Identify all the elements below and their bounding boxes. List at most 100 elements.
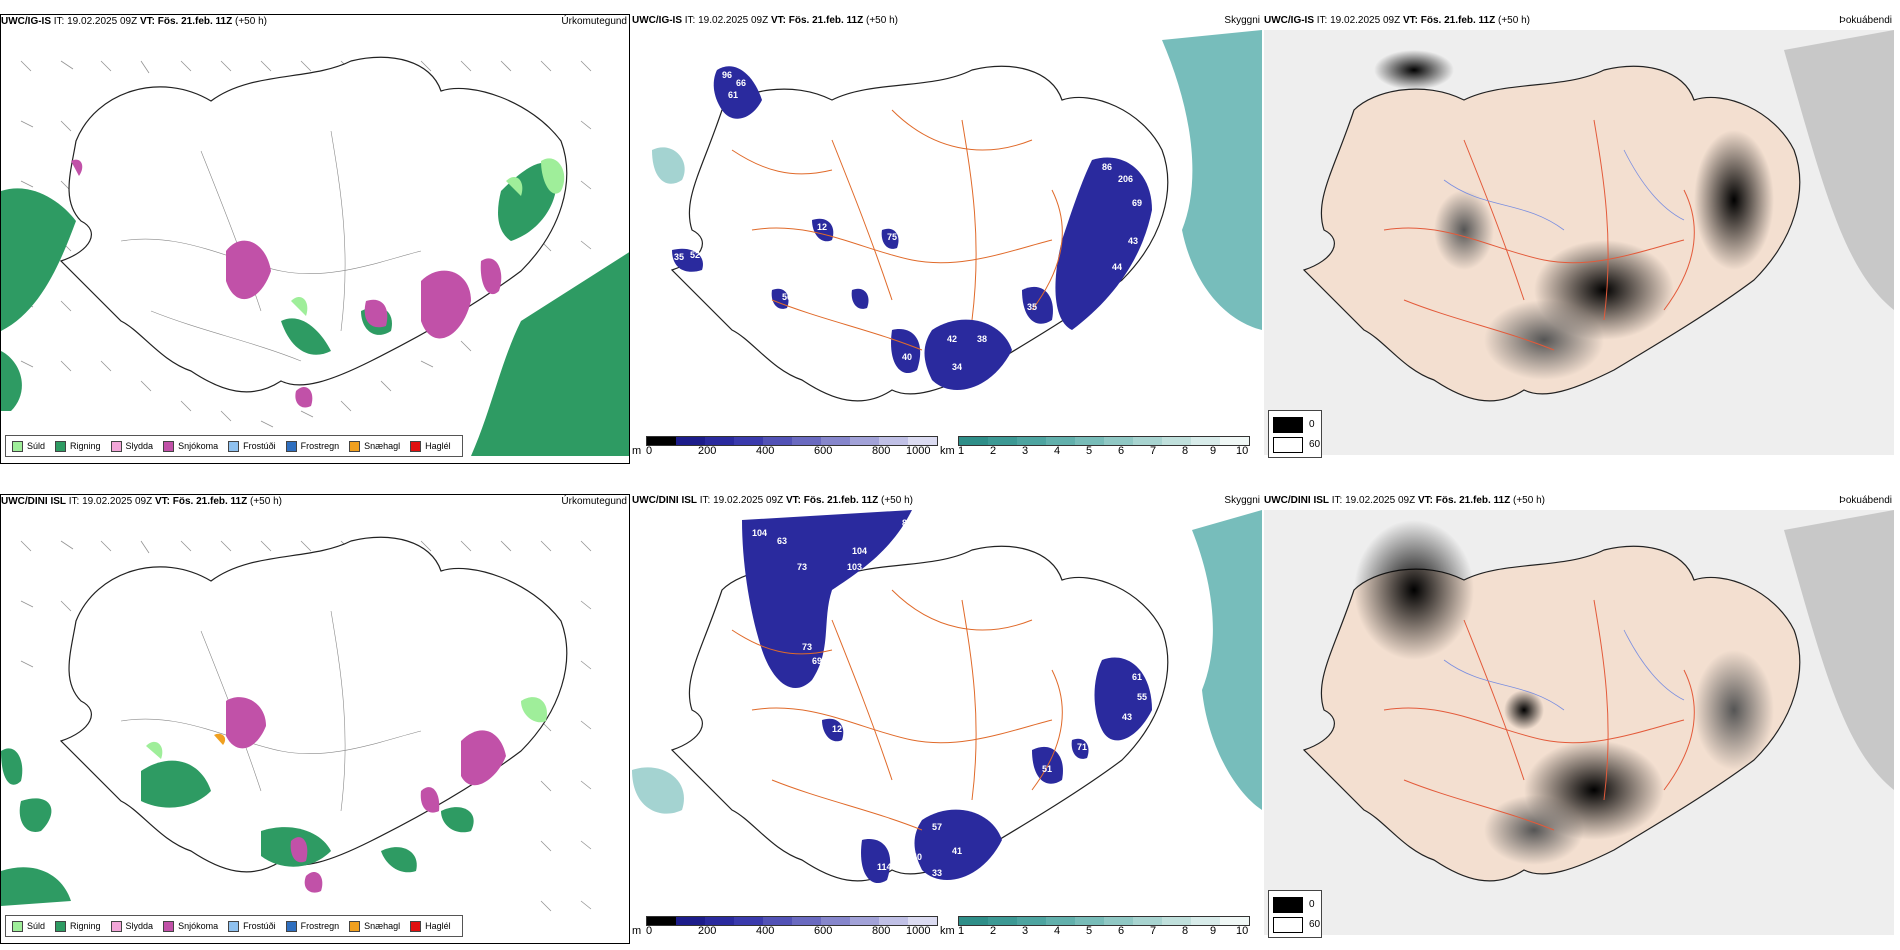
svg-text:56: 56 [782,292,792,302]
svg-text:71: 71 [1077,742,1087,752]
precip-legend: Súld Rigning Slydda Snjókoma Frostúði Fr… [5,915,463,937]
lead-time: (+50 h) [1498,15,1530,26]
svg-text:38: 38 [977,334,987,344]
legend-item: Haglél [410,920,451,932]
valid-time: Fös. 21.feb. 11Z [157,16,233,27]
precip-map [1,536,592,912]
svg-text:57: 57 [932,822,942,832]
fog-legend: 0 60 [1268,410,1322,458]
parameter-name: Þokuábendi [1839,15,1892,26]
visibility-colorbar: km 1 2 3 4 5 6 7 8 9 10 [940,916,1260,940]
legend-item: Rigning [55,440,101,452]
legend-item: Haglél [410,440,451,452]
valid-time-label: VT: [785,495,801,506]
svg-text:12: 12 [817,222,827,232]
fog-panel-bottom: UWC/DINI ISL IT: 19.02.2025 09Z VT: Fös.… [1264,494,1894,944]
lead-time: (+50 h) [250,496,282,507]
valid-time-label: VT: [154,496,170,507]
cloud-unit: m [632,925,642,937]
valid-time: Fös. 21.feb. 11Z [803,495,879,506]
svg-text:55: 55 [1137,692,1147,702]
init-time: IT: 19.02.2025 09Z [699,495,784,506]
init-time: IT: 19.02.2025 09Z [53,16,138,27]
panel-header: UWC/DINI ISL IT: 19.02.2025 09Z VT: Fös.… [632,494,1262,508]
valid-time-label: VT: [1402,15,1418,26]
svg-text:61: 61 [728,90,738,100]
legend-item: Súld [12,440,45,452]
fog-map [1264,510,1894,935]
panel-header: UWC/DINI ISL IT: 19.02.2025 09Z VT: Fös.… [1,495,629,509]
svg-text:44: 44 [1112,262,1122,272]
cloud-base-colorbar: m 0 200 400 600 800 1000 [632,436,938,460]
legend-item: Snjókoma [163,440,218,452]
parameter-name: Þokuábendi [1839,495,1892,506]
svg-text:12: 12 [832,724,842,734]
valid-time-label: VT: [1417,495,1433,506]
svg-text:52: 52 [690,250,700,260]
precip-type-panel-bottom: UWC/DINI ISL IT: 19.02.2025 09Z VT: Fös.… [0,494,630,944]
init-time: IT: 19.02.2025 09Z [684,15,769,26]
fog-map [1264,30,1894,455]
init-time: IT: 19.02.2025 09Z [68,496,153,507]
svg-text:33: 33 [932,868,942,878]
svg-text:114: 114 [877,862,892,872]
model-source: UWC/DINI ISL [1,496,66,507]
vis-unit: km [940,925,955,937]
panel-header: UWC/IG-IS IT: 19.02.2025 09Z VT: Fös. 21… [1264,14,1894,28]
panel-header: UWC/IG-IS IT: 19.02.2025 09Z VT: Fös. 21… [632,14,1262,28]
svg-text:42: 42 [947,334,957,344]
svg-text:43: 43 [1128,236,1138,246]
svg-text:43: 43 [1122,712,1132,722]
svg-text:35: 35 [1027,302,1037,312]
panel-header: UWC/DINI ISL IT: 19.02.2025 09Z VT: Fös.… [1264,494,1894,508]
svg-text:86: 86 [1102,162,1112,172]
legend-item: Frostregn [285,920,339,932]
valid-time: Fös. 21.feb. 11Z [1420,15,1496,26]
init-time: IT: 19.02.2025 09Z [1331,495,1416,506]
panel-header: UWC/IG-IS IT: 19.02.2025 09Z VT: Fös. 21… [1,15,629,29]
svg-text:103: 103 [847,562,862,572]
lead-time: (+50 h) [881,495,913,506]
visibility-panel-bottom: UWC/DINI ISL IT: 19.02.2025 09Z VT: Fös.… [632,494,1262,944]
svg-text:34: 34 [952,362,962,372]
cloud-unit: m [632,445,642,457]
svg-text:73: 73 [797,562,807,572]
legend-item: Slydda [110,920,153,932]
valid-time-label: VT: [139,16,155,27]
legend-item: Snæhagl [349,920,400,932]
precip-legend: Súld Rigning Slydda Snjókoma Frostúði Fr… [5,435,463,457]
parameter-name: Skyggni [1224,495,1260,506]
legend-item: Frostúði [228,920,276,932]
svg-text:61: 61 [1132,672,1142,682]
cloud-base-colorbar: m 0 200 400 600 800 1000 [632,916,938,940]
svg-text:40: 40 [902,352,912,362]
svg-text:69: 69 [812,656,822,666]
fog-panel-top: UWC/IG-IS IT: 19.02.2025 09Z VT: Fös. 21… [1264,14,1894,464]
valid-time: Fös. 21.feb. 11Z [1435,495,1511,506]
svg-text:51: 51 [1042,764,1052,774]
model-source: UWC/IG-IS [1264,15,1314,26]
vis-unit: km [940,445,955,457]
svg-text:40: 40 [912,852,922,862]
lead-time: (+50 h) [235,16,267,27]
precip-type-panel-top: UWC/IG-IS IT: 19.02.2025 09Z VT: Fös. 21… [0,14,630,464]
svg-text:41: 41 [952,846,962,856]
legend-item: Rigning [55,920,101,932]
parameter-name: Úrkomutegund [561,496,627,507]
svg-text:73: 73 [802,642,812,652]
parameter-name: Úrkomutegund [561,16,627,27]
legend-item: Frostúði [228,440,276,452]
svg-text:104: 104 [852,546,867,556]
legend-item: Slydda [110,440,153,452]
valid-time-label: VT: [770,15,786,26]
lead-time: (+50 h) [1513,495,1545,506]
svg-text:104: 104 [752,528,767,538]
svg-text:26: 26 [872,292,882,302]
fog-legend: 0 60 [1268,890,1322,938]
model-source: UWC/IG-IS [632,15,682,26]
svg-text:69: 69 [1132,198,1142,208]
model-source: UWC/DINI ISL [1264,495,1329,506]
